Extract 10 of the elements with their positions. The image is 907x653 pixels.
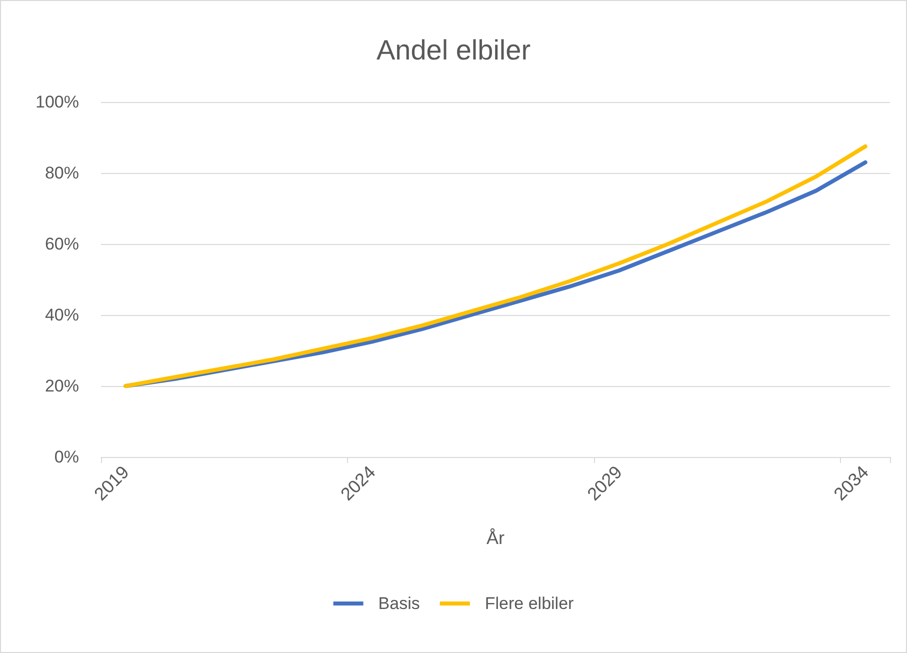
y-tick-label: 80% — [44, 164, 79, 182]
y-tick-label: 0% — [54, 448, 79, 466]
legend-label: Flere elbiler — [484, 594, 574, 613]
y-tick-label: 40% — [44, 306, 79, 324]
legend-label: Basis — [378, 594, 420, 613]
y-tick-label: 20% — [44, 376, 79, 396]
y-tick-label: 60% — [44, 234, 79, 254]
x-axis-title: År — [486, 528, 505, 548]
chart-title: Andel elbiler — [376, 34, 531, 66]
y-tick-label: 100% — [36, 92, 79, 112]
